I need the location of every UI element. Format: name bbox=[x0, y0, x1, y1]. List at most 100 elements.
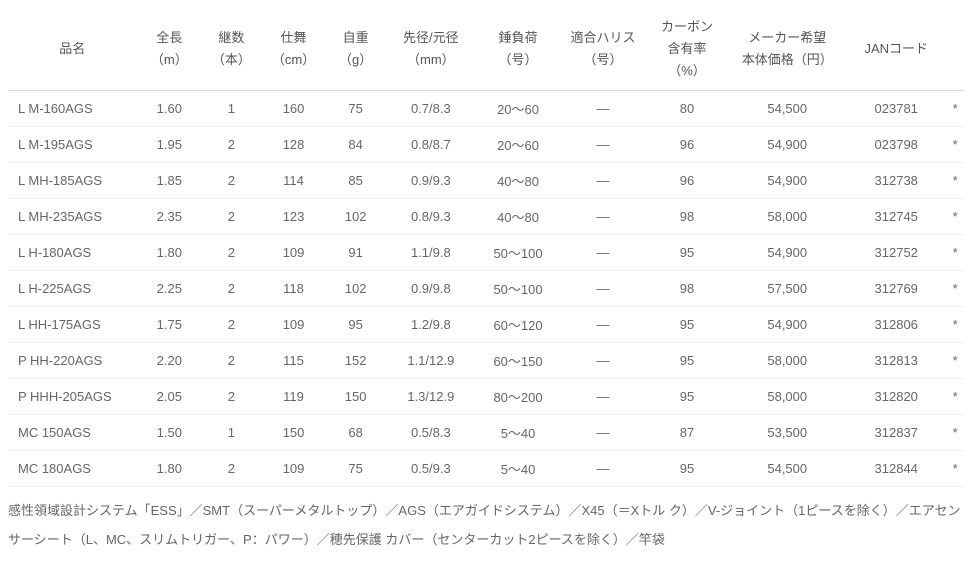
cell-line: ― bbox=[559, 415, 646, 451]
cell-name: P HHH-205AGS bbox=[8, 379, 137, 415]
spec-table: 品名全長（m）継数（本）仕舞（cm）自重（g）先径/元径（mm）錘負荷（号）適合… bbox=[8, 8, 965, 487]
cell-jan: 023781 bbox=[847, 91, 945, 127]
cell-len: 1.60 bbox=[137, 91, 202, 127]
cell-wt: 102 bbox=[326, 271, 385, 307]
col-header-0: 品名 bbox=[8, 8, 137, 91]
cell-mark: * bbox=[945, 343, 965, 379]
cell-dia: 0.8/9.3 bbox=[385, 199, 477, 235]
cell-sink: 20～60 bbox=[477, 127, 560, 163]
cell-pc: 1 bbox=[202, 91, 261, 127]
cell-carbon: 98 bbox=[647, 271, 728, 307]
cell-jan: 312806 bbox=[847, 307, 945, 343]
cell-mark: * bbox=[945, 199, 965, 235]
cell-line: ― bbox=[559, 343, 646, 379]
cell-cl: 115 bbox=[261, 343, 326, 379]
cell-carbon: 95 bbox=[647, 451, 728, 487]
cell-name: L H-180AGS bbox=[8, 235, 137, 271]
cell-jan: 312844 bbox=[847, 451, 945, 487]
cell-mark: * bbox=[945, 271, 965, 307]
cell-mark: * bbox=[945, 379, 965, 415]
cell-len: 2.20 bbox=[137, 343, 202, 379]
table-row: P HHH-205AGS2.0521191501.3/12.980～200―95… bbox=[8, 379, 965, 415]
cell-wt: 150 bbox=[326, 379, 385, 415]
cell-wt: 91 bbox=[326, 235, 385, 271]
cell-mark: * bbox=[945, 451, 965, 487]
cell-jan: 312820 bbox=[847, 379, 945, 415]
cell-jan: 312752 bbox=[847, 235, 945, 271]
cell-price: 58,000 bbox=[727, 343, 847, 379]
cell-jan: 023798 bbox=[847, 127, 945, 163]
cell-sink: 5～40 bbox=[477, 415, 560, 451]
cell-cl: 150 bbox=[261, 415, 326, 451]
table-row: L MH-235AGS2.3521231020.8/9.340～80―9858,… bbox=[8, 199, 965, 235]
cell-sink: 5～40 bbox=[477, 451, 560, 487]
cell-price: 54,500 bbox=[727, 91, 847, 127]
col-header-mark bbox=[945, 8, 965, 91]
cell-cl: 118 bbox=[261, 271, 326, 307]
cell-name: L MH-185AGS bbox=[8, 163, 137, 199]
cell-pc: 2 bbox=[202, 235, 261, 271]
cell-wt: 75 bbox=[326, 451, 385, 487]
cell-dia: 1.3/12.9 bbox=[385, 379, 477, 415]
cell-line: ― bbox=[559, 451, 646, 487]
cell-wt: 68 bbox=[326, 415, 385, 451]
cell-carbon: 95 bbox=[647, 343, 728, 379]
cell-jan: 312813 bbox=[847, 343, 945, 379]
cell-pc: 1 bbox=[202, 415, 261, 451]
cell-name: L M-195AGS bbox=[8, 127, 137, 163]
cell-len: 2.05 bbox=[137, 379, 202, 415]
cell-name: P HH-220AGS bbox=[8, 343, 137, 379]
cell-jan: 312745 bbox=[847, 199, 945, 235]
cell-carbon: 98 bbox=[647, 199, 728, 235]
cell-mark: * bbox=[945, 307, 965, 343]
cell-line: ― bbox=[559, 91, 646, 127]
col-header-4: 自重（g） bbox=[326, 8, 385, 91]
cell-price: 53,500 bbox=[727, 415, 847, 451]
col-header-3: 仕舞（cm） bbox=[261, 8, 326, 91]
cell-line: ― bbox=[559, 235, 646, 271]
cell-pc: 2 bbox=[202, 127, 261, 163]
cell-name: L H-225AGS bbox=[8, 271, 137, 307]
cell-pc: 2 bbox=[202, 307, 261, 343]
cell-cl: 109 bbox=[261, 235, 326, 271]
cell-carbon: 96 bbox=[647, 127, 728, 163]
cell-dia: 1.1/12.9 bbox=[385, 343, 477, 379]
cell-dia: 0.8/8.7 bbox=[385, 127, 477, 163]
cell-line: ― bbox=[559, 307, 646, 343]
cell-len: 1.75 bbox=[137, 307, 202, 343]
col-header-9: メーカー希望本体価格（円） bbox=[727, 8, 847, 91]
cell-wt: 152 bbox=[326, 343, 385, 379]
cell-mark: * bbox=[945, 127, 965, 163]
cell-wt: 95 bbox=[326, 307, 385, 343]
cell-dia: 1.1/9.8 bbox=[385, 235, 477, 271]
cell-line: ― bbox=[559, 271, 646, 307]
table-header-row: 品名全長（m）継数（本）仕舞（cm）自重（g）先径/元径（mm）錘負荷（号）適合… bbox=[8, 8, 965, 91]
cell-dia: 0.7/8.3 bbox=[385, 91, 477, 127]
cell-carbon: 95 bbox=[647, 307, 728, 343]
cell-cl: 109 bbox=[261, 307, 326, 343]
cell-pc: 2 bbox=[202, 271, 261, 307]
cell-mark: * bbox=[945, 91, 965, 127]
table-row: MC 150AGS1.501150680.5/8.35～40―8753,5003… bbox=[8, 415, 965, 451]
cell-price: 57,500 bbox=[727, 271, 847, 307]
cell-cl: 114 bbox=[261, 163, 326, 199]
cell-price: 58,000 bbox=[727, 199, 847, 235]
cell-jan: 312837 bbox=[847, 415, 945, 451]
cell-name: L M-160AGS bbox=[8, 91, 137, 127]
cell-carbon: 87 bbox=[647, 415, 728, 451]
cell-dia: 0.5/8.3 bbox=[385, 415, 477, 451]
table-row: L H-180AGS1.802109911.1/9.850～100―9554,9… bbox=[8, 235, 965, 271]
cell-line: ― bbox=[559, 199, 646, 235]
cell-wt: 75 bbox=[326, 91, 385, 127]
cell-sink: 80～200 bbox=[477, 379, 560, 415]
spec-page: 品名全長（m）継数（本）仕舞（cm）自重（g）先径/元径（mm）錘負荷（号）適合… bbox=[8, 8, 965, 554]
cell-len: 1.80 bbox=[137, 235, 202, 271]
cell-pc: 2 bbox=[202, 199, 261, 235]
cell-dia: 0.9/9.8 bbox=[385, 271, 477, 307]
col-header-5: 先径/元径（mm） bbox=[385, 8, 477, 91]
cell-mark: * bbox=[945, 415, 965, 451]
table-row: MC 180AGS1.802109750.5/9.35～40―9554,5003… bbox=[8, 451, 965, 487]
col-header-2: 継数（本） bbox=[202, 8, 261, 91]
cell-cl: 123 bbox=[261, 199, 326, 235]
table-body: L M-160AGS1.601160750.7/8.320～60―8054,50… bbox=[8, 91, 965, 487]
